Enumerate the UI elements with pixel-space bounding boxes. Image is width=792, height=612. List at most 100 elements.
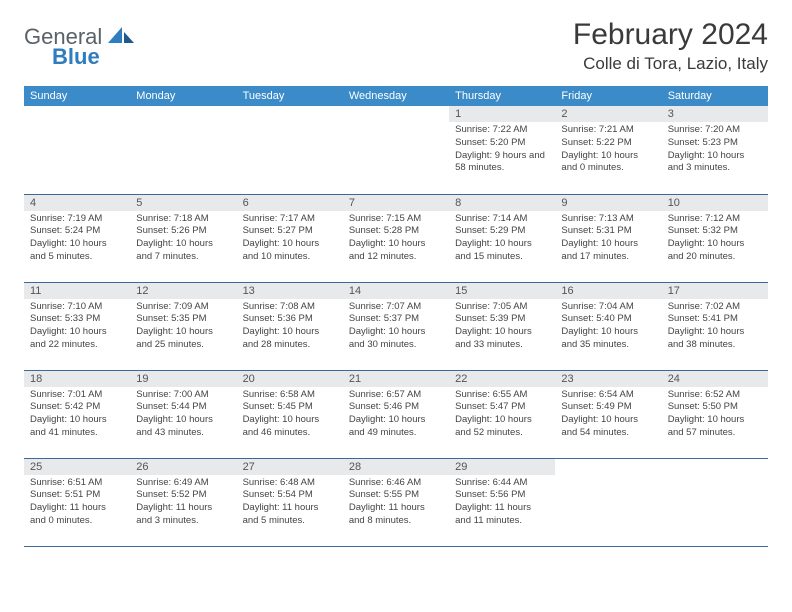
sunrise-text: Sunrise: 7:02 AM [668, 301, 762, 314]
daylight-text: Daylight: 10 hours and 54 minutes. [561, 414, 655, 440]
day-number: 12 [130, 283, 236, 299]
daylight-text: Daylight: 10 hours and 38 minutes. [668, 326, 762, 352]
day-cell [343, 106, 449, 194]
sunset-text: Sunset: 5:37 PM [349, 313, 443, 326]
day-cell: 10Sunrise: 7:12 AMSunset: 5:32 PMDayligh… [662, 194, 768, 282]
sunset-text: Sunset: 5:32 PM [668, 225, 762, 238]
day-content: Sunrise: 6:52 AMSunset: 5:50 PMDaylight:… [662, 387, 768, 444]
sunrise-text: Sunrise: 7:20 AM [668, 124, 762, 137]
logo-text-blue: Blue [52, 44, 100, 69]
day-cell: 29Sunrise: 6:44 AMSunset: 5:56 PMDayligh… [449, 458, 555, 546]
empty-day [555, 459, 661, 475]
week-row: 11Sunrise: 7:10 AMSunset: 5:33 PMDayligh… [24, 282, 768, 370]
day-content: Sunrise: 6:49 AMSunset: 5:52 PMDaylight:… [130, 475, 236, 532]
day-cell: 2Sunrise: 7:21 AMSunset: 5:22 PMDaylight… [555, 106, 661, 194]
day-number: 18 [24, 371, 130, 387]
daylight-text: Daylight: 10 hours and 49 minutes. [349, 414, 443, 440]
sunset-text: Sunset: 5:31 PM [561, 225, 655, 238]
sunrise-text: Sunrise: 6:49 AM [136, 477, 230, 490]
sunset-text: Sunset: 5:40 PM [561, 313, 655, 326]
sunset-text: Sunset: 5:46 PM [349, 401, 443, 414]
daylight-text: Daylight: 10 hours and 43 minutes. [136, 414, 230, 440]
sunrise-text: Sunrise: 7:05 AM [455, 301, 549, 314]
day-cell: 5Sunrise: 7:18 AMSunset: 5:26 PMDaylight… [130, 194, 236, 282]
sunset-text: Sunset: 5:47 PM [455, 401, 549, 414]
sunrise-text: Sunrise: 6:48 AM [243, 477, 337, 490]
day-number: 3 [662, 106, 768, 122]
daylight-text: Daylight: 10 hours and 5 minutes. [30, 238, 124, 264]
sunset-text: Sunset: 5:44 PM [136, 401, 230, 414]
day-cell: 4Sunrise: 7:19 AMSunset: 5:24 PMDaylight… [24, 194, 130, 282]
day-content: Sunrise: 7:17 AMSunset: 5:27 PMDaylight:… [237, 211, 343, 268]
day-cell [662, 458, 768, 546]
day-header-mon: Monday [130, 86, 236, 106]
day-content: Sunrise: 7:05 AMSunset: 5:39 PMDaylight:… [449, 299, 555, 356]
day-number: 21 [343, 371, 449, 387]
daylight-text: Daylight: 10 hours and 12 minutes. [349, 238, 443, 264]
day-content: Sunrise: 7:13 AMSunset: 5:31 PMDaylight:… [555, 211, 661, 268]
week-row: 18Sunrise: 7:01 AMSunset: 5:42 PMDayligh… [24, 370, 768, 458]
day-number: 4 [24, 195, 130, 211]
daylight-text: Daylight: 10 hours and 15 minutes. [455, 238, 549, 264]
sunset-text: Sunset: 5:49 PM [561, 401, 655, 414]
location: Colle di Tora, Lazio, Italy [573, 54, 768, 74]
day-content: Sunrise: 7:02 AMSunset: 5:41 PMDaylight:… [662, 299, 768, 356]
day-cell: 11Sunrise: 7:10 AMSunset: 5:33 PMDayligh… [24, 282, 130, 370]
daylight-text: Daylight: 10 hours and 35 minutes. [561, 326, 655, 352]
daylight-text: Daylight: 11 hours and 0 minutes. [30, 502, 124, 528]
sunrise-text: Sunrise: 7:19 AM [30, 213, 124, 226]
day-cell: 9Sunrise: 7:13 AMSunset: 5:31 PMDaylight… [555, 194, 661, 282]
day-cell: 24Sunrise: 6:52 AMSunset: 5:50 PMDayligh… [662, 370, 768, 458]
day-content: Sunrise: 7:07 AMSunset: 5:37 PMDaylight:… [343, 299, 449, 356]
daylight-text: Daylight: 10 hours and 10 minutes. [243, 238, 337, 264]
day-content: Sunrise: 7:09 AMSunset: 5:35 PMDaylight:… [130, 299, 236, 356]
day-cell: 16Sunrise: 7:04 AMSunset: 5:40 PMDayligh… [555, 282, 661, 370]
day-content: Sunrise: 6:57 AMSunset: 5:46 PMDaylight:… [343, 387, 449, 444]
sunrise-text: Sunrise: 7:12 AM [668, 213, 762, 226]
sunrise-text: Sunrise: 7:14 AM [455, 213, 549, 226]
day-content: Sunrise: 6:51 AMSunset: 5:51 PMDaylight:… [24, 475, 130, 532]
day-cell: 23Sunrise: 6:54 AMSunset: 5:49 PMDayligh… [555, 370, 661, 458]
daylight-text: Daylight: 10 hours and 17 minutes. [561, 238, 655, 264]
day-number: 16 [555, 283, 661, 299]
day-content: Sunrise: 7:19 AMSunset: 5:24 PMDaylight:… [24, 211, 130, 268]
empty-day [662, 459, 768, 475]
day-cell: 26Sunrise: 6:49 AMSunset: 5:52 PMDayligh… [130, 458, 236, 546]
sunrise-text: Sunrise: 7:00 AM [136, 389, 230, 402]
daylight-text: Daylight: 10 hours and 33 minutes. [455, 326, 549, 352]
day-content: Sunrise: 7:00 AMSunset: 5:44 PMDaylight:… [130, 387, 236, 444]
day-cell [130, 106, 236, 194]
day-number: 2 [555, 106, 661, 122]
sunrise-text: Sunrise: 6:55 AM [455, 389, 549, 402]
day-number: 11 [24, 283, 130, 299]
day-content: Sunrise: 6:55 AMSunset: 5:47 PMDaylight:… [449, 387, 555, 444]
daylight-text: Daylight: 10 hours and 3 minutes. [668, 150, 762, 176]
day-number: 19 [130, 371, 236, 387]
day-number: 9 [555, 195, 661, 211]
day-cell: 12Sunrise: 7:09 AMSunset: 5:35 PMDayligh… [130, 282, 236, 370]
day-content: Sunrise: 7:01 AMSunset: 5:42 PMDaylight:… [24, 387, 130, 444]
day-number: 22 [449, 371, 555, 387]
sunrise-text: Sunrise: 7:15 AM [349, 213, 443, 226]
day-content: Sunrise: 7:14 AMSunset: 5:29 PMDaylight:… [449, 211, 555, 268]
day-cell: 8Sunrise: 7:14 AMSunset: 5:29 PMDaylight… [449, 194, 555, 282]
day-cell: 25Sunrise: 6:51 AMSunset: 5:51 PMDayligh… [24, 458, 130, 546]
day-cell: 19Sunrise: 7:00 AMSunset: 5:44 PMDayligh… [130, 370, 236, 458]
daylight-text: Daylight: 9 hours and 58 minutes. [455, 150, 549, 176]
day-header-fri: Friday [555, 86, 661, 106]
day-content: Sunrise: 7:10 AMSunset: 5:33 PMDaylight:… [24, 299, 130, 356]
sunrise-text: Sunrise: 6:54 AM [561, 389, 655, 402]
day-number: 5 [130, 195, 236, 211]
day-content: Sunrise: 7:20 AMSunset: 5:23 PMDaylight:… [662, 122, 768, 179]
header: General February 2024 Colle di Tora, Laz… [24, 18, 768, 74]
day-content: Sunrise: 7:04 AMSunset: 5:40 PMDaylight:… [555, 299, 661, 356]
sunset-text: Sunset: 5:45 PM [243, 401, 337, 414]
day-content: Sunrise: 6:44 AMSunset: 5:56 PMDaylight:… [449, 475, 555, 532]
sunset-text: Sunset: 5:54 PM [243, 489, 337, 502]
sunrise-text: Sunrise: 7:08 AM [243, 301, 337, 314]
day-number: 6 [237, 195, 343, 211]
calendar-table: Sunday Monday Tuesday Wednesday Thursday… [24, 86, 768, 547]
day-header-sat: Saturday [662, 86, 768, 106]
sunrise-text: Sunrise: 7:04 AM [561, 301, 655, 314]
day-cell: 21Sunrise: 6:57 AMSunset: 5:46 PMDayligh… [343, 370, 449, 458]
